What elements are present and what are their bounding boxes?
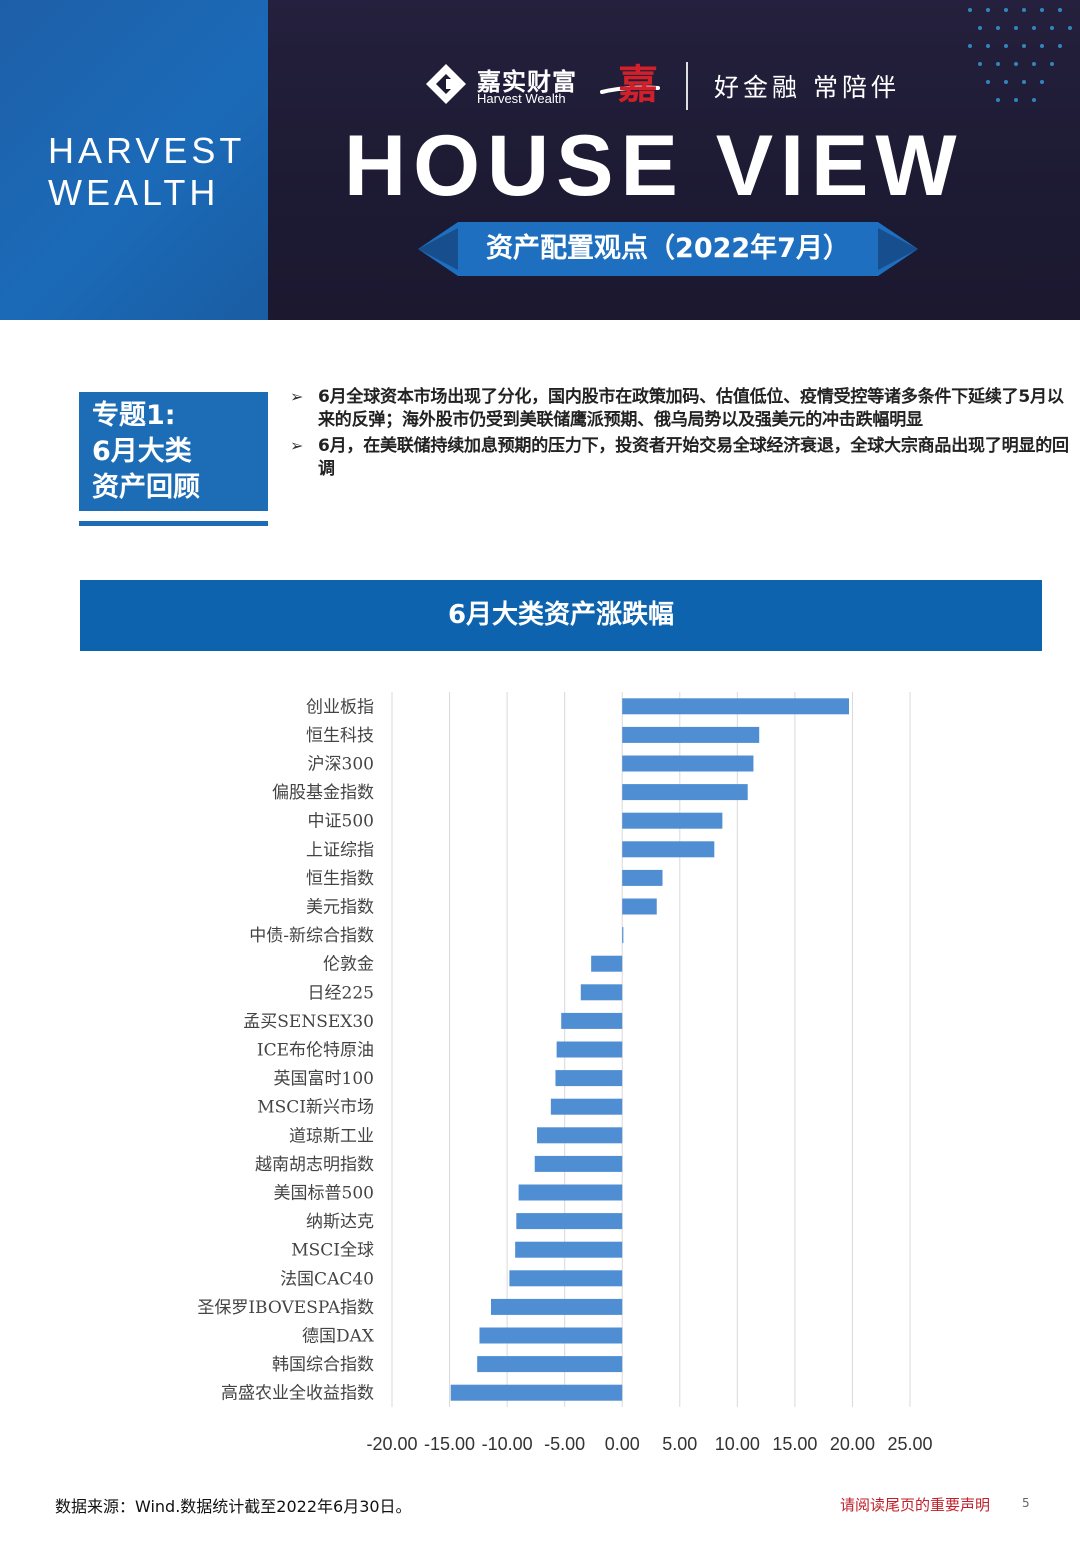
category-label: 沪深300	[308, 755, 374, 775]
bar	[555, 1070, 623, 1087]
bar	[622, 726, 760, 743]
bar	[477, 1356, 623, 1373]
bar	[550, 1098, 623, 1115]
bar	[622, 698, 849, 715]
category-label: 德国DAX	[302, 1327, 375, 1347]
category-label: 偏股基金指数	[272, 783, 374, 803]
bar	[622, 812, 723, 829]
x-tick-label: 25.00	[887, 1434, 932, 1454]
category-label: 恒生科技	[306, 726, 374, 746]
category-label: MSCI新兴市场	[257, 1098, 374, 1118]
topic-bullets: ➢ 6月全球资本市场出现了分化，国内股市在政策加码、估值低位、疫情受控等诸多条件…	[290, 386, 1078, 484]
x-tick-label: 0.00	[605, 1434, 640, 1454]
bar-chart: -20.00 -15.00 -10.00 -5.00 0.00 5.00 10.00 15.0…	[197, 692, 933, 1454]
category-label: 美国标普500	[274, 1184, 374, 1204]
bar	[622, 927, 624, 944]
bullet-text: 6月全球资本市场出现了分化，国内股市在政策加码、估值低位、疫情受控等诸多条件下延…	[318, 387, 1064, 430]
bar	[622, 841, 715, 858]
category-label: 圣保罗IBOVESPA指数	[197, 1298, 374, 1318]
bullet-item: ➢ 6月全球资本市场出现了分化，国内股市在政策加码、估值低位、疫情受控等诸多条件…	[290, 386, 1078, 432]
category-label: 法国CAC40	[280, 1269, 374, 1289]
x-tick-label: -15.00	[424, 1434, 475, 1454]
category-label: 越南胡志明指数	[255, 1155, 374, 1175]
bar	[518, 1184, 623, 1201]
topic-label: 专题1: 6月大类 资产回顾	[92, 400, 200, 503]
x-tick-label: 10.00	[715, 1434, 760, 1454]
bar	[622, 784, 748, 801]
bar	[622, 755, 754, 772]
category-label: 创业板指	[306, 697, 374, 717]
category-label: 道琼斯工业	[289, 1126, 374, 1146]
category-label: 纳斯达克	[306, 1212, 374, 1232]
bar	[515, 1241, 623, 1258]
category-label: 中债-新综合指数	[249, 926, 374, 946]
header-divider	[686, 62, 688, 110]
chart-title: 6月大类资产涨跌幅	[80, 580, 1042, 651]
category-label: MSCI全球	[291, 1241, 374, 1261]
bar	[450, 1384, 623, 1401]
logo-chinese-name: 嘉实财富	[477, 68, 577, 96]
category-label: 恒生指数	[306, 869, 374, 889]
x-tick-label: -20.00	[366, 1434, 417, 1454]
harvest-logo-icon	[426, 64, 466, 104]
bar	[516, 1213, 623, 1230]
bar	[509, 1270, 623, 1287]
header-left-panel: HARVEST WEALTH	[0, 0, 268, 320]
page-number: 5	[1022, 1496, 1030, 1510]
bullet-arrow-icon: ➢	[290, 436, 304, 455]
house-view-title: HOUSE VIEW	[344, 118, 964, 214]
bar	[537, 1127, 623, 1144]
category-label: 高盛农业全收益指数	[221, 1384, 374, 1404]
x-tick-label: -5.00	[544, 1434, 585, 1454]
x-tick-label: 15.00	[772, 1434, 817, 1454]
subtitle-text: 资产配置观点（2022年7月）	[486, 233, 850, 264]
category-label: 上证综指	[306, 840, 374, 860]
x-tick-label: -10.00	[482, 1434, 533, 1454]
data-source-note: 数据来源：Wind.数据统计截至2022年6月30日。	[55, 1497, 412, 1516]
topic-label-box: 专题1: 6月大类 资产回顾	[79, 392, 268, 511]
x-tick-label: 20.00	[830, 1434, 875, 1454]
category-label: 孟买SENSEX30	[243, 1012, 374, 1032]
x-tick-label: 5.00	[662, 1434, 697, 1454]
category-label: 日经225	[308, 983, 374, 1003]
category-label: 韩国综合指数	[272, 1355, 374, 1375]
category-label: 美元指数	[306, 898, 374, 918]
bullet-text: 6月，在美联储持续加息预期的压力下，投资者开始交易全球经济衰退，全球大宗商品出现…	[318, 436, 1069, 479]
header-banner: HARVEST WEALTH 嘉实财富 Harvest Wealth 嘉 好金融…	[0, 0, 1080, 320]
bar	[580, 984, 623, 1001]
subtitle-ribbon	[418, 222, 918, 276]
bullet-arrow-icon: ➢	[290, 387, 304, 406]
logo-english-name: Harvest Wealth	[477, 91, 566, 106]
category-label: 伦敦金	[323, 955, 374, 975]
slogan: 好金融 常陪伴	[714, 73, 900, 102]
jia-character: 嘉	[618, 61, 658, 108]
bar	[561, 1012, 623, 1029]
disclaimer-link[interactable]: 请阅读尾页的重要声明	[840, 1496, 991, 1514]
bar	[622, 898, 657, 915]
bar	[591, 955, 623, 972]
topic-underline	[79, 521, 268, 526]
bar	[490, 1298, 623, 1315]
category-label: 英国富时100	[274, 1069, 374, 1089]
category-label: ICE布伦特原油	[257, 1041, 374, 1061]
bar	[479, 1327, 623, 1344]
jia-calligraphy-logo: 嘉	[600, 61, 660, 108]
category-label: 中证500	[308, 812, 374, 832]
bar	[556, 1041, 623, 1058]
bar	[534, 1155, 623, 1172]
decorative-dots-icon	[968, 8, 1072, 102]
bullet-item: ➢ 6月，在美联储持续加息预期的压力下，投资者开始交易全球经济衰退，全球大宗商品…	[290, 435, 1078, 481]
bar	[622, 869, 663, 886]
brand-english-name: HARVEST WEALTH	[48, 130, 245, 213]
